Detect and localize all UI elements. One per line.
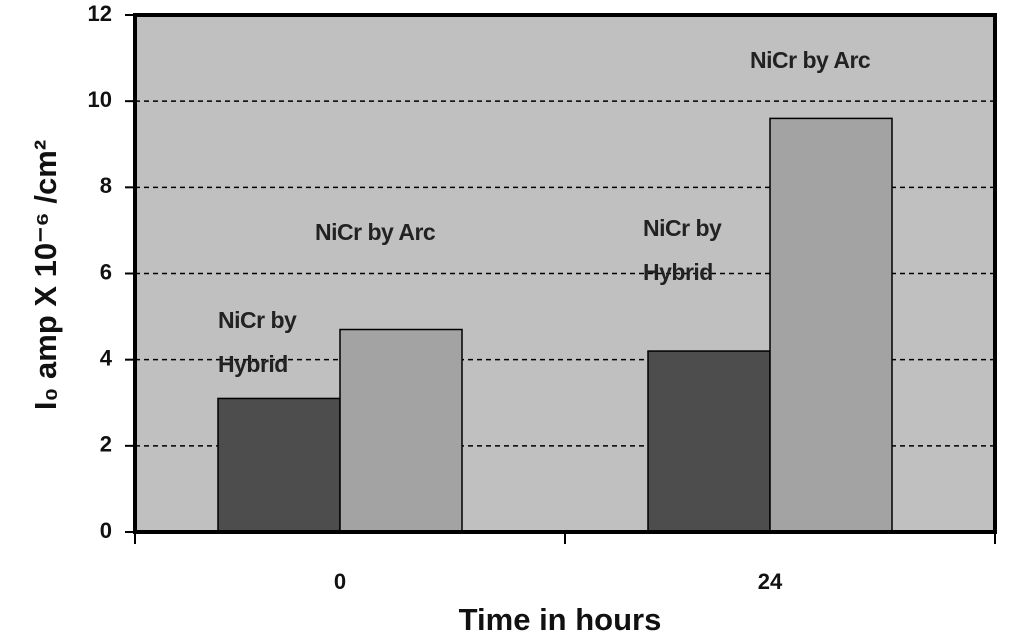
bar xyxy=(217,397,341,533)
x-tick-label: 24 xyxy=(758,569,783,594)
y-tick-label: 0 xyxy=(100,518,112,543)
bar-annotation-box: NiCr by Arc xyxy=(750,47,871,74)
y-tick-label: 4 xyxy=(100,345,113,370)
y-tick-label: 10 xyxy=(88,87,112,112)
bar xyxy=(339,328,463,533)
bar-annotation: NiCr by Arc xyxy=(750,47,871,74)
bar xyxy=(647,350,771,533)
y-tick-label: 2 xyxy=(100,432,112,457)
y-tick-label: 8 xyxy=(100,173,112,198)
y-axis-title: I₀ amp X 10⁻⁶ /cm² xyxy=(28,140,63,410)
x-axis-title: Time in hours xyxy=(459,602,662,637)
bar-annotation: NiCr by Arc xyxy=(315,218,436,245)
bar-annotation-box: NiCr by Arc xyxy=(315,218,436,245)
x-tick-label: 0 xyxy=(334,569,346,594)
y-tick-label: 6 xyxy=(100,259,112,284)
y-tick-label: 12 xyxy=(88,1,112,26)
bar-annotation-box: NiCr by Hybrid xyxy=(218,307,297,378)
bar-annotation-box: NiCr by Hybrid xyxy=(643,215,722,286)
bar xyxy=(769,117,893,533)
bar-annotation: NiCr by Hybrid xyxy=(643,215,722,286)
bar-annotation: NiCr by Hybrid xyxy=(218,307,297,378)
